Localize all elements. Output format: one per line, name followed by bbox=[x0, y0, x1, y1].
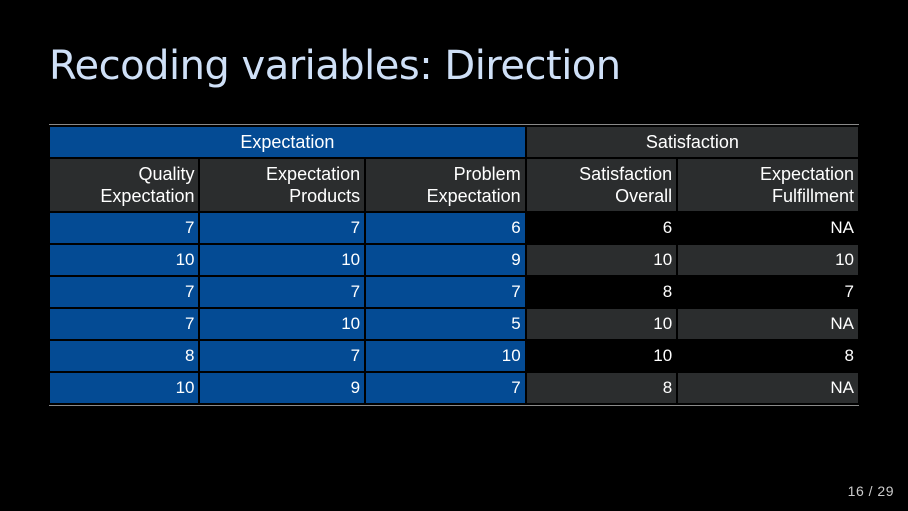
table-row: 7 7 7 8 7 bbox=[50, 277, 858, 307]
column-header-line: Expectation bbox=[426, 186, 521, 206]
page-number: 16 / 29 bbox=[847, 483, 894, 499]
table-cell: 7 bbox=[200, 277, 365, 307]
table-cell: 9 bbox=[366, 245, 525, 275]
table-cell: 6 bbox=[526, 213, 677, 243]
table-cell: 10 bbox=[678, 245, 858, 275]
table-row: 7 10 5 10 NA bbox=[50, 309, 858, 339]
table-cell: 7 bbox=[50, 277, 199, 307]
table-cell: 9 bbox=[200, 373, 365, 403]
column-header-problem-expectation: Problem Expectation bbox=[366, 159, 525, 211]
table-cell: 10 bbox=[366, 341, 525, 371]
table-row: 7 7 6 6 NA bbox=[50, 213, 858, 243]
table-cell: 7 bbox=[200, 341, 365, 371]
table-cell: 10 bbox=[200, 309, 365, 339]
group-header-row: Expectation Satisfaction bbox=[50, 127, 858, 157]
column-header-line: Products bbox=[289, 186, 361, 206]
table-cell: 10 bbox=[50, 373, 199, 403]
column-header-quality-expectation: Quality Expectation bbox=[50, 159, 199, 211]
column-header-line: Expectation bbox=[100, 186, 195, 206]
slide-title: Recoding variables: Direction bbox=[49, 43, 621, 89]
data-table: Expectation Satisfaction Quality Expecta… bbox=[49, 124, 859, 406]
table-cell: 6 bbox=[366, 213, 525, 243]
table-cell: 7 bbox=[50, 309, 199, 339]
table-cell: 10 bbox=[526, 341, 677, 371]
group-header-expectation: Expectation bbox=[50, 127, 525, 157]
table-cell: NA bbox=[678, 309, 858, 339]
table-row: 8 7 10 10 8 bbox=[50, 341, 858, 371]
recoding-table: Expectation Satisfaction Quality Expecta… bbox=[48, 125, 860, 405]
table-cell: 10 bbox=[50, 245, 199, 275]
group-header-satisfaction: Satisfaction bbox=[526, 127, 858, 157]
column-header-line: Overall bbox=[615, 186, 673, 206]
table-cell: 8 bbox=[678, 341, 858, 371]
column-header-line: Fulfillment bbox=[771, 186, 854, 206]
table-cell: 7 bbox=[366, 277, 525, 307]
table-row: 10 10 9 10 10 bbox=[50, 245, 858, 275]
column-header-line: Expectation bbox=[759, 164, 854, 184]
column-header-line: Satisfaction bbox=[579, 164, 673, 184]
table-cell: 5 bbox=[366, 309, 525, 339]
column-header-line: Expectation bbox=[266, 164, 361, 184]
table-cell: 8 bbox=[526, 373, 677, 403]
table-cell: NA bbox=[678, 373, 858, 403]
table-cell: NA bbox=[678, 213, 858, 243]
column-header-satisfaction-overall: Satisfaction Overall bbox=[526, 159, 677, 211]
table-cell: 8 bbox=[50, 341, 199, 371]
column-header-row: Quality Expectation Expectation Products… bbox=[50, 159, 858, 211]
table-cell: 7 bbox=[50, 213, 199, 243]
table-cell: 10 bbox=[526, 245, 677, 275]
column-header-expectation-products: Expectation Products bbox=[200, 159, 365, 211]
table-cell: 8 bbox=[526, 277, 677, 307]
table-cell: 10 bbox=[526, 309, 677, 339]
table-cell: 7 bbox=[366, 373, 525, 403]
table-cell: 7 bbox=[200, 213, 365, 243]
table-cell: 10 bbox=[200, 245, 365, 275]
column-header-line: Quality bbox=[138, 164, 195, 184]
column-header-line: Problem bbox=[453, 164, 521, 184]
table-cell: 7 bbox=[678, 277, 858, 307]
table-row: 10 9 7 8 NA bbox=[50, 373, 858, 403]
column-header-expectation-fulfillment: Expectation Fulfillment bbox=[678, 159, 858, 211]
